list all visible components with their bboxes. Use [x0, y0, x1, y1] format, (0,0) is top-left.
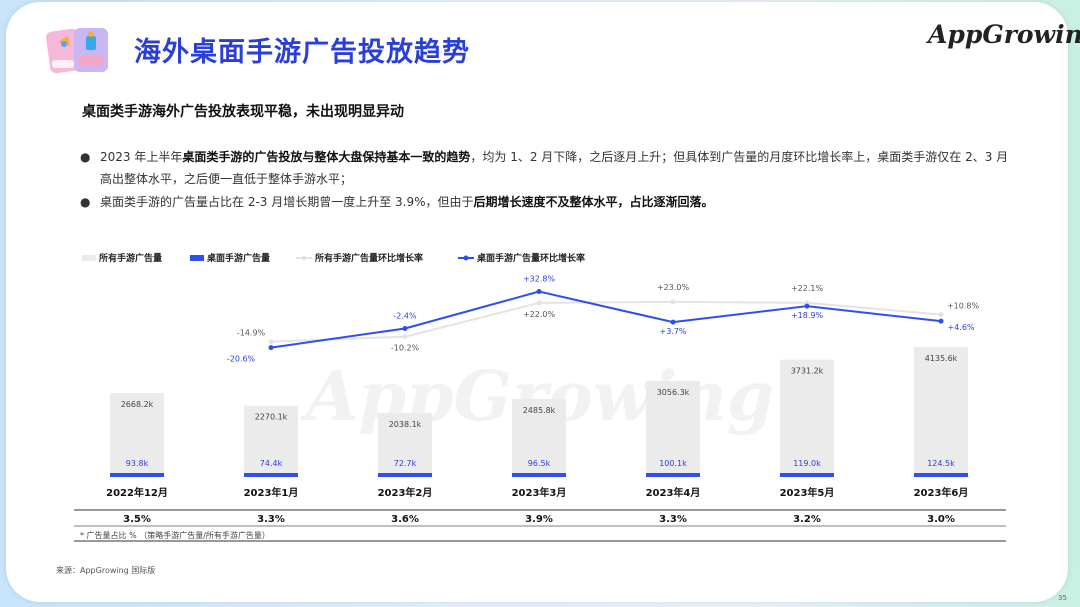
bar-desktop-label-0: 93.8k [126, 459, 149, 468]
bar-desktop-label-6: 124.5k [927, 459, 955, 468]
point-label-desk-5: +18.9% [791, 311, 824, 320]
bar-desktop-2 [378, 473, 432, 477]
legend-marker-2 [301, 255, 307, 261]
x-tick-label-0: 2022年12月 [106, 486, 168, 499]
bullet-1-text-b: 桌面类手游的广告投放与整体大盘保持基本一致的趋势 [182, 150, 471, 164]
bar-all-2 [378, 412, 432, 477]
legend-label-0: 所有手游广告量 [99, 252, 162, 264]
bar-all-label-4: 3056.3k [657, 388, 690, 397]
bullet-2-text-b: 后期增长速度不及整体水平，占比逐渐回落。 [473, 195, 714, 209]
point-label-desk-6: +4.6% [947, 323, 974, 332]
point-label-desk-3: +32.8% [523, 275, 556, 284]
share-cell-2: 3.6% [391, 514, 419, 525]
bar-all-label-3: 2485.8k [523, 406, 556, 415]
bar-all-6 [914, 347, 968, 477]
point-label-desk-4: +3.7% [659, 327, 686, 336]
bar-all-1 [244, 405, 298, 477]
bullet-dot-icon: ● [80, 195, 91, 209]
point-all-1 [268, 339, 274, 345]
x-tick-label-4: 2023年4月 [646, 486, 701, 499]
point-label-all-1: -14.9% [237, 329, 266, 338]
bullet-2-text-a: 桌面类手游的广告量占比在 2-3 月增长期曾一度上升至 3.9%，但由于 [100, 195, 474, 209]
page-number: 35 [1058, 594, 1067, 602]
brand-logo: AppGrowing [928, 20, 1080, 49]
x-tick-label-5: 2023年5月 [780, 486, 835, 499]
point-label-all-4: +23.0% [657, 283, 690, 292]
point-all-3 [536, 300, 542, 306]
bar-desktop-4 [646, 473, 700, 477]
bar-all-label-0: 2668.2k [121, 400, 154, 409]
bar-all-3 [512, 398, 566, 477]
point-desk-2 [402, 326, 408, 332]
share-footnote: * 广告量占比 % （策略手游广告量/所有手游广告量） [80, 531, 270, 540]
point-label-all-5: +22.1% [791, 284, 824, 293]
page-title: 海外桌面手游广告投放趋势 [134, 37, 470, 68]
bar-desktop-label-5: 119.0k [793, 459, 821, 468]
point-desk-6 [938, 318, 944, 324]
bar-desktop-3 [512, 473, 566, 477]
bullet-dot-icon: ● [80, 150, 91, 164]
legend-swatch-1 [190, 255, 204, 261]
bar-desktop-label-1: 74.4k [260, 459, 283, 468]
bar-desktop-label-2: 72.7k [394, 459, 417, 468]
share-cell-3: 3.9% [525, 514, 553, 525]
share-cell-5: 3.2% [793, 514, 821, 525]
legend-label-2: 所有手游广告量环比增长率 [315, 252, 423, 264]
x-tick-label-3: 2023年3月 [512, 486, 567, 499]
point-label-desk-2: -2.4% [393, 312, 417, 321]
legend-label-3: 桌面手游广告量环比增长率 [477, 252, 585, 264]
point-label-desk-1: -20.6% [227, 355, 256, 364]
source-note: 来源：AppGrowing 国际版 [56, 566, 156, 575]
point-label-all-2: -10.2% [391, 344, 420, 353]
legend-marker-3 [463, 255, 469, 261]
bullet-2: ● 桌面类手游的广告量占比在 2-3 月增长期曾一度上升至 3.9%，但由于后期… [80, 191, 1010, 213]
point-label-all-3: +22.0% [523, 310, 556, 319]
bullet-1-text-c: ，均为 1、2 月下降，之后逐月上升；但具体到广告量的月度环比增长率上，桌面类手… [100, 150, 1009, 186]
point-label-all-6: +10.8% [947, 302, 980, 311]
x-tick-label-2: 2023年2月 [378, 486, 433, 499]
x-tick-label-6: 2023年6月 [914, 486, 969, 499]
point-desk-3 [536, 289, 542, 295]
bar-desktop-label-3: 96.5k [528, 459, 551, 468]
game-controller-icon [46, 28, 108, 74]
share-cell-0: 3.5% [123, 514, 151, 525]
share-cell-4: 3.3% [659, 514, 687, 525]
line-desk [270, 290, 942, 349]
section-subtitle: 桌面类手游海外广告投放表现平稳，未出现明显异动 [82, 104, 404, 120]
line-all [270, 300, 942, 343]
bar-all-5 [780, 359, 834, 477]
bar-desktop-5 [780, 473, 834, 477]
bar-desktop-0 [110, 473, 164, 477]
point-all-4 [670, 299, 676, 305]
legend-label-1: 桌面手游广告量 [207, 252, 270, 264]
bullet-1-text-a: 2023 年上半年 [100, 150, 183, 164]
share-cell-1: 3.3% [257, 514, 285, 525]
bar-desktop-1 [244, 473, 298, 477]
share-cell-6: 3.0% [927, 514, 955, 525]
point-desk-4 [670, 319, 676, 325]
point-all-2 [402, 334, 408, 340]
point-desk-5 [804, 303, 810, 309]
x-tick-label-1: 2023年1月 [244, 486, 299, 499]
bar-all-0 [110, 393, 164, 477]
bar-desktop-6 [914, 473, 968, 477]
point-all-6 [938, 312, 944, 318]
bar-all-label-6: 4135.6k [925, 354, 958, 363]
bar-all-label-1: 2270.1k [255, 413, 288, 422]
bullet-1: ● 2023 年上半年桌面类手游的广告投放与整体大盘保持基本一致的趋势，均为 1… [80, 146, 1010, 190]
point-desk-1 [268, 345, 274, 351]
legend-swatch-0 [82, 255, 96, 261]
bar-all-label-2: 2038.1k [389, 420, 422, 429]
bar-all-label-5: 3731.2k [791, 367, 824, 376]
bar-desktop-label-4: 100.1k [659, 459, 687, 468]
bar-all-4 [646, 380, 700, 477]
